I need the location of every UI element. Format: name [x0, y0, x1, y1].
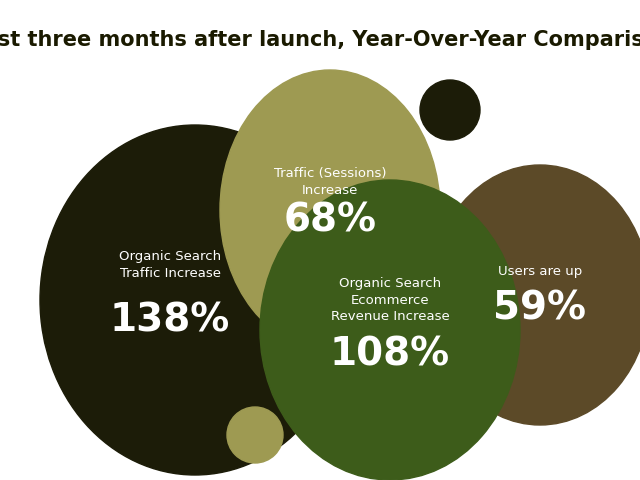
Text: 68%: 68% — [284, 201, 376, 239]
Text: Organic Search
Traffic Increase: Organic Search Traffic Increase — [119, 250, 221, 280]
Ellipse shape — [220, 70, 440, 350]
Text: Users are up: Users are up — [498, 265, 582, 278]
Ellipse shape — [430, 165, 640, 425]
Circle shape — [420, 80, 480, 140]
Text: Organic Search
Ecommerce
Revenue Increase: Organic Search Ecommerce Revenue Increas… — [331, 276, 449, 324]
Text: Traffic (Sessions)
Increase: Traffic (Sessions) Increase — [274, 167, 387, 197]
Text: 138%: 138% — [110, 301, 230, 339]
Ellipse shape — [260, 180, 520, 480]
Ellipse shape — [40, 125, 350, 475]
Text: First three months after launch, Year-Over-Year Comparison: First three months after launch, Year-Ov… — [0, 30, 640, 50]
Circle shape — [227, 407, 283, 463]
Text: 59%: 59% — [493, 289, 586, 327]
Circle shape — [559, 379, 591, 411]
Text: 108%: 108% — [330, 336, 450, 374]
